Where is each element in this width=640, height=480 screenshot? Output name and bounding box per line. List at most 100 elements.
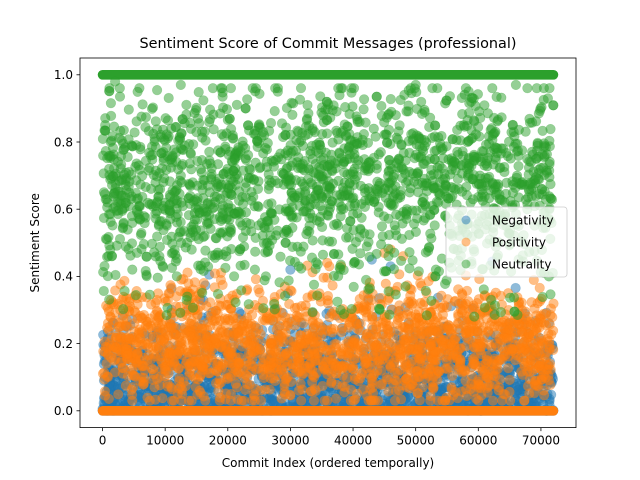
neutrality-point [130,290,141,301]
positivity-point [113,389,124,400]
positivity-point [295,338,307,349]
positivity-point [264,384,275,395]
positivity-point [148,369,159,380]
positivity-point [347,360,359,371]
positivity-point [103,325,114,336]
positivity-point [166,395,178,406]
neutrality-point [331,106,342,117]
positivity-point [223,327,234,338]
positivity-point [173,383,185,394]
positivity-point [385,361,396,372]
series-positivity [97,244,559,406]
positivity-point [128,381,139,393]
neutrality-point [538,83,550,94]
neutrality-point [340,101,351,113]
positivity-point [232,394,243,405]
neutrality-point [275,251,286,262]
neutrality-point [348,281,359,292]
positivity-point [199,341,210,352]
positivity-point [276,332,287,343]
neutrality-point [317,235,328,246]
positivity-point [190,345,201,356]
positivity-point [296,395,307,406]
positivity-point [461,285,473,296]
positivity-point [415,297,426,309]
positivity-point [145,331,156,342]
positivity-point [417,382,428,393]
positivity-point [98,346,109,357]
positivity-point [548,298,559,309]
neutrality-point [240,154,252,165]
neutrality-point [265,117,277,129]
positivity-point [122,349,133,361]
neutrality-point [231,99,242,110]
neutrality-point [317,249,329,260]
neutrality-point [246,186,257,198]
positivity-point [296,301,307,312]
positivity-point [319,364,330,375]
neutrality-point [384,229,395,241]
neutrality-point [343,232,355,243]
positivity-point [165,321,176,332]
positivity-point [123,331,134,343]
neutrality-point [326,236,338,247]
positivity-point [135,333,146,344]
positivity-point [305,386,317,397]
neutrality-point [420,285,431,296]
positivity-point [265,367,276,378]
neutrality-point [513,161,524,172]
neutrality-point [493,114,504,125]
positivity-point [199,354,210,365]
positivity-point [326,324,337,335]
neutrality-point [193,86,204,98]
positivity-point [241,370,252,382]
neutrality-point [310,263,321,275]
positivity-point [198,277,209,289]
neutrality-point [545,289,556,300]
positivity-point [253,284,264,295]
neutrality-point [329,219,340,230]
positivity-point [361,329,372,340]
neutrality-point [152,272,163,283]
positivity-point [285,389,296,400]
neutrality-point [429,220,440,231]
neutrality-point [118,144,129,156]
positivity-point [241,360,252,371]
positivity-point [528,342,540,353]
neutrality-point [119,285,130,297]
positivity-point [146,354,157,365]
neutrality-point [295,83,307,94]
positivity-point [225,371,236,382]
positivity-point [179,328,191,339]
positivity-point [303,348,315,359]
positivity-point [432,395,444,406]
neutrality-point [243,299,254,310]
positivity-point [411,312,422,323]
positivity-point [301,328,312,339]
positivity-point [408,333,419,344]
positivity-point [324,261,335,272]
positivity-point [194,385,205,396]
positivity-point [143,342,154,353]
neutrality-point [511,172,522,183]
positivity-point [444,362,455,373]
positivity-point [211,313,222,324]
positivity-point [538,317,550,328]
neutrality-point [404,229,415,241]
positivity-point [335,346,347,357]
positivity-point [308,395,320,406]
neutrality-point [208,202,220,213]
positivity-point [250,383,261,395]
positivity-point [372,356,384,367]
neutrality-point [530,116,542,127]
neutrality-point [533,164,544,175]
positivity-point [239,337,250,349]
positivity-point [473,376,484,387]
neutrality-point [423,245,434,257]
positivity-point [527,329,539,340]
positivity-point [135,310,146,322]
positivity-point [460,375,471,386]
negativity-point [512,384,524,396]
positivity-point [469,342,481,354]
positivity-point [517,369,528,381]
